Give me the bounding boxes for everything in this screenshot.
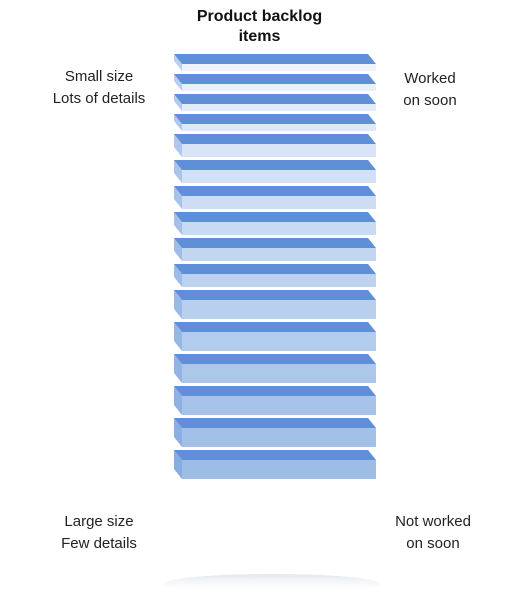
slab-front-face	[182, 248, 376, 261]
slab-top-face	[174, 54, 376, 64]
slab-top-face	[174, 94, 376, 104]
stack-floor-shadow	[164, 574, 380, 594]
top-right-annotation: Worked on soon	[380, 68, 480, 112]
slab-top-face	[174, 212, 376, 222]
backlog-item-slab	[174, 290, 376, 319]
slab-top-face	[174, 450, 376, 460]
slab-top-face	[174, 386, 376, 396]
top-right-line-1: Worked	[404, 70, 456, 87]
slab-side-face	[174, 134, 182, 157]
backlog-item-slabs	[174, 54, 376, 479]
backlog-item-slab	[174, 238, 376, 261]
slab-front-face	[182, 196, 376, 209]
slab-front-face	[182, 274, 376, 287]
slab-top-face	[174, 160, 376, 170]
backlog-item-slab	[174, 186, 376, 209]
slab-front-face	[182, 428, 376, 447]
slab-front-face	[182, 84, 376, 91]
slab-top-face	[174, 134, 376, 144]
backlog-item-slab	[174, 418, 376, 447]
bottom-left-line-1: Large size	[64, 513, 134, 530]
backlog-item-slab	[174, 114, 376, 131]
bottom-right-annotation: Not worked on soon	[378, 511, 488, 555]
slab-side-face	[174, 114, 182, 131]
backlog-item-slab	[174, 386, 376, 415]
slab-top-face	[174, 114, 376, 124]
slab-side-face	[174, 290, 182, 319]
slab-top-face	[174, 238, 376, 248]
backlog-item-slab	[174, 264, 376, 287]
slab-side-face	[174, 238, 182, 261]
bottom-left-line-2: Few details	[61, 535, 137, 552]
slab-top-face	[174, 418, 376, 428]
top-right-line-2: on soon	[403, 92, 457, 109]
slab-side-face	[174, 322, 182, 351]
diagram-title-line-2: items	[238, 28, 281, 45]
backlog-item-slab	[174, 134, 376, 157]
bottom-right-line-2: on soon	[406, 535, 460, 552]
slab-side-face	[174, 160, 182, 183]
slab-side-face	[174, 212, 182, 235]
slab-front-face	[182, 64, 376, 71]
slab-side-face	[174, 94, 182, 111]
slab-top-face	[174, 290, 376, 300]
slab-side-face	[174, 386, 182, 415]
backlog-item-slab	[174, 160, 376, 183]
backlog-item-slab	[174, 94, 376, 111]
slab-side-face	[174, 74, 182, 91]
slab-front-face	[182, 144, 376, 157]
slab-front-face	[182, 222, 376, 235]
slab-front-face	[182, 460, 376, 479]
slab-top-face	[174, 186, 376, 196]
top-left-annotation: Small size Lots of details	[44, 66, 154, 110]
backlog-item-slab	[174, 212, 376, 235]
backlog-item-slab	[174, 322, 376, 351]
slab-top-face	[174, 322, 376, 332]
backlog-item-slab	[174, 450, 376, 479]
slab-side-face	[174, 354, 182, 383]
slab-side-face	[174, 450, 182, 479]
backlog-item-slab	[174, 354, 376, 383]
slab-side-face	[174, 186, 182, 209]
top-left-line-2: Lots of details	[52, 90, 146, 107]
slab-top-face	[174, 74, 376, 84]
backlog-item-slab	[174, 74, 376, 91]
slab-front-face	[182, 104, 376, 111]
bottom-right-line-1: Not worked	[395, 513, 471, 530]
slab-side-face	[174, 418, 182, 447]
slab-front-face	[182, 364, 376, 383]
slab-front-face	[182, 396, 376, 415]
slab-side-face	[174, 54, 182, 71]
slab-front-face	[182, 332, 376, 351]
slab-top-face	[174, 264, 376, 274]
slab-front-face	[182, 300, 376, 319]
slab-top-face	[174, 354, 376, 364]
backlog-item-slab	[174, 54, 376, 71]
bottom-left-annotation: Large size Few details	[44, 511, 154, 555]
slab-front-face	[182, 124, 376, 131]
slab-front-face	[182, 170, 376, 183]
top-left-line-1: Small size	[64, 68, 134, 85]
diagram-title-line-1: Product backlog	[196, 8, 323, 25]
slab-side-face	[174, 264, 182, 287]
